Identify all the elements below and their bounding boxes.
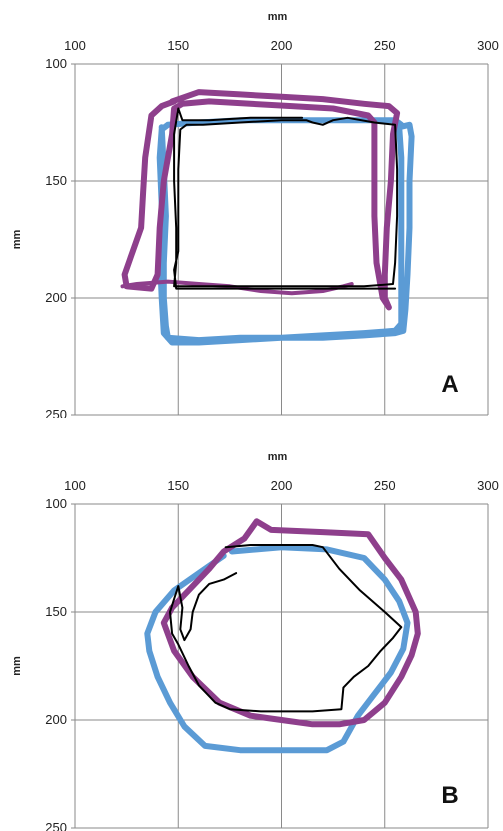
x-tick-label: 200	[271, 478, 293, 493]
series-line-1	[144, 544, 411, 754]
y-axis-title: mm	[11, 230, 23, 250]
x-tick-label: 250	[374, 478, 396, 493]
series-line-3	[169, 544, 403, 713]
gridlines	[71, 63, 489, 416]
x-axis-title: mm	[268, 451, 288, 463]
gridlines	[71, 503, 489, 829]
y-tick-label: 250	[45, 407, 67, 418]
y-tick-label: 250	[45, 820, 67, 831]
x-tick-label: 150	[167, 38, 189, 53]
y-tick-label: 150	[45, 604, 67, 619]
x-tick-label: 300	[477, 478, 499, 493]
y-tick-label: 200	[45, 290, 67, 305]
x-tick-label: 100	[64, 478, 86, 493]
series-line-1	[156, 117, 415, 346]
series-line-4	[173, 107, 399, 290]
x-axis-title: mm	[268, 11, 288, 23]
x-tick-label: 150	[167, 478, 189, 493]
series-line-2	[121, 89, 401, 311]
y-axis-title: mm	[11, 656, 23, 676]
chart-svg-a: 100 150 200 250 300 100 150 200 250 mm mm A	[11, 11, 499, 418]
series-line-2	[160, 518, 421, 728]
y-tick-label: 100	[45, 56, 67, 71]
x-tick-label: 200	[271, 38, 293, 53]
y-tick-label: 100	[45, 496, 67, 511]
x-tick-label: 250	[374, 38, 396, 53]
x-tick-label: 100	[64, 38, 86, 53]
chart-svg-b: 100 150 200 250 300 100 150 200 250 mm mm B	[11, 451, 499, 831]
series-line-3	[120, 279, 354, 296]
panel-label: A	[441, 371, 458, 398]
y-tick-label: 200	[45, 712, 67, 727]
y-tick-label: 150	[45, 173, 67, 188]
chart-b: 100 150 200 250 300 100 150 200 250 mm mm B	[0, 418, 503, 831]
x-tick-label: 300	[477, 38, 499, 53]
panel-label: B	[441, 782, 458, 809]
chart-a: 100 150 200 250 300 100 150 200 250 mm mm A	[11, 11, 499, 418]
